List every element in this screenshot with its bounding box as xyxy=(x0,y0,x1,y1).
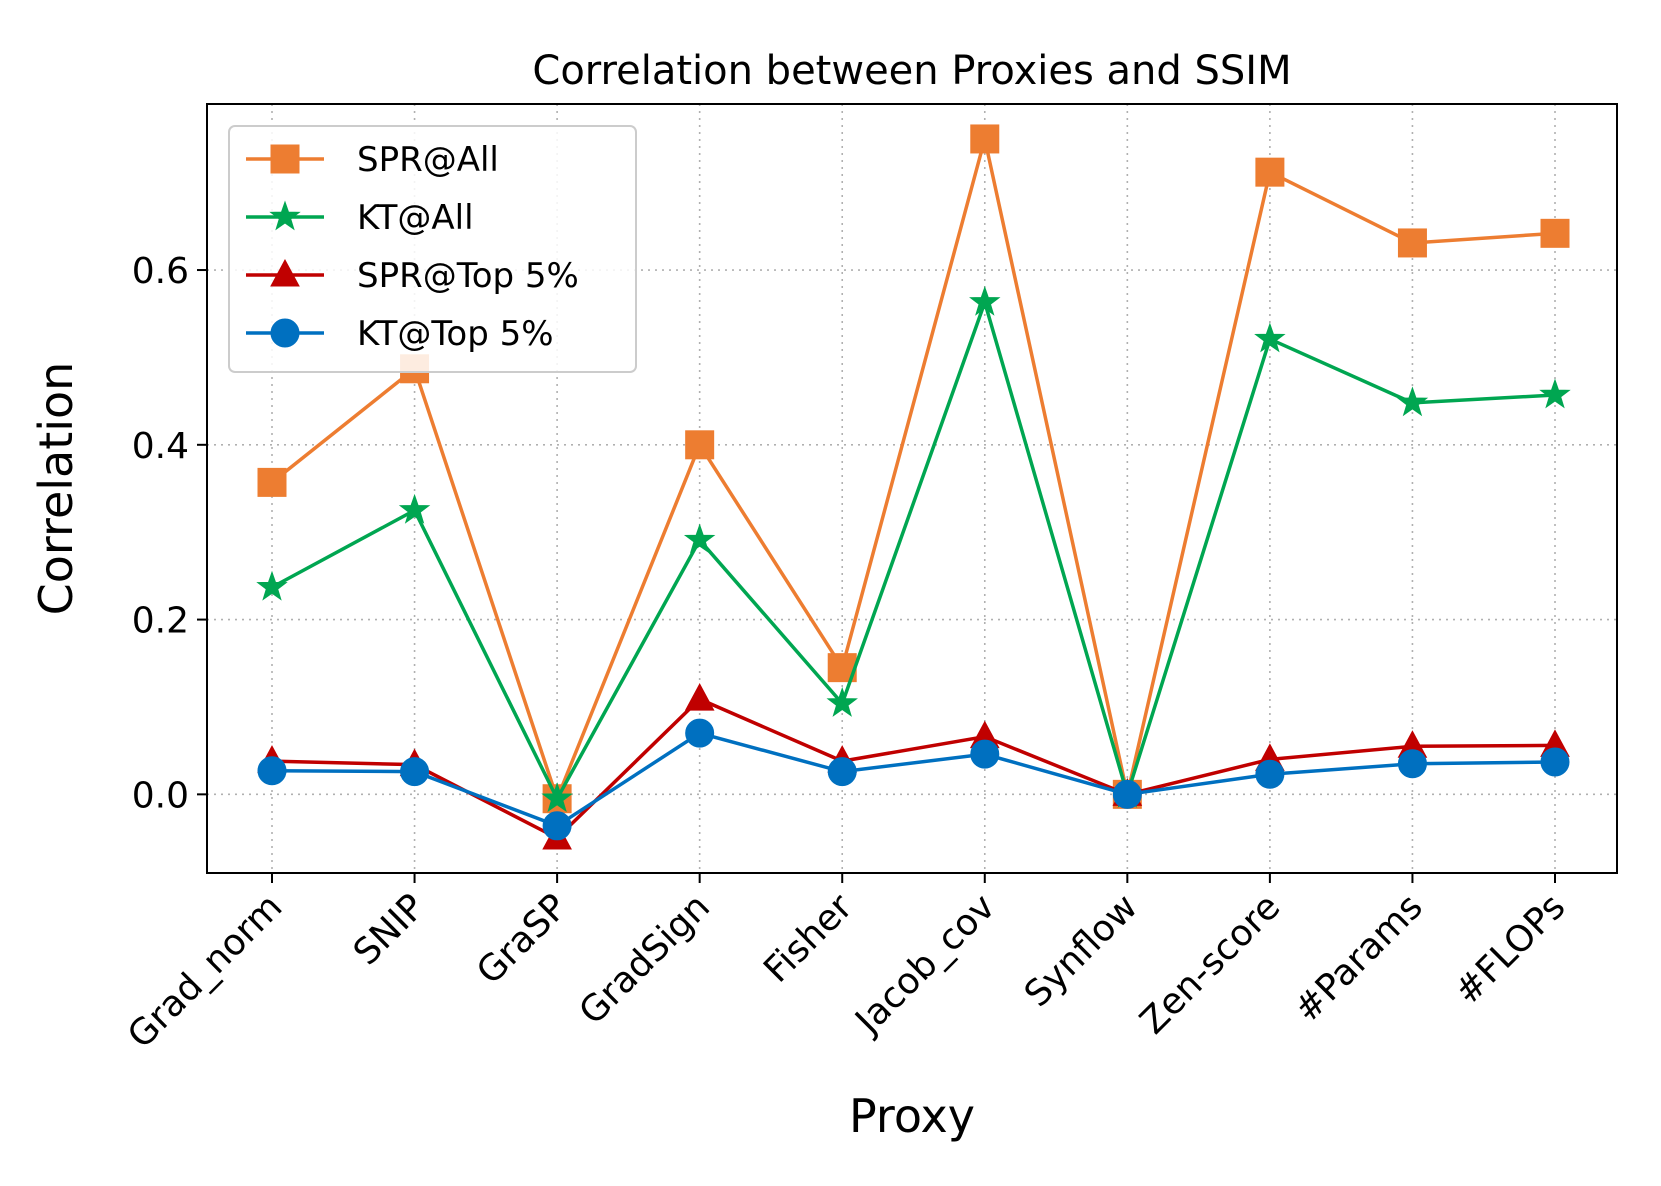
x-tick-label: #Params xyxy=(1287,886,1431,1030)
legend-marker xyxy=(269,200,301,231)
data-point xyxy=(684,683,715,711)
data-point xyxy=(1112,779,1142,809)
x-tick-label: Zen-score xyxy=(1132,886,1288,1042)
data-point xyxy=(1397,749,1427,779)
data-point xyxy=(970,739,1000,769)
data-point xyxy=(1540,747,1570,777)
legend-label: SPR@All xyxy=(357,140,499,180)
data-point xyxy=(1255,157,1285,187)
y-axis: 0.0 0.2 0.4 0.6 xyxy=(132,251,207,816)
series-4 xyxy=(257,718,1570,841)
data-point xyxy=(826,686,858,717)
data-point xyxy=(1255,759,1285,789)
legend-marker xyxy=(270,144,300,174)
data-point xyxy=(969,285,1001,316)
chart-title: Correlation between Proxies and SSIM xyxy=(532,48,1291,94)
data-point xyxy=(683,523,716,554)
legend-item: KT@All xyxy=(246,198,474,238)
data-point xyxy=(398,493,431,524)
y-tick-label: 0.0 xyxy=(132,775,189,816)
x-tick-label: SNIP xyxy=(346,886,433,973)
series-layer xyxy=(256,124,1571,850)
x-tick-label: Synflow xyxy=(1017,886,1146,1015)
data-point xyxy=(1539,378,1571,409)
y-tick-label: 0.4 xyxy=(132,426,189,467)
data-point xyxy=(542,811,572,841)
legend-marker xyxy=(270,318,300,348)
series-line xyxy=(271,731,1556,828)
data-point xyxy=(827,757,857,787)
legend-item: KT@Top 5% xyxy=(246,314,554,354)
data-point xyxy=(1540,218,1570,248)
x-tick-label: GradSign xyxy=(572,886,718,1032)
data-point xyxy=(257,467,287,497)
legend: SPR@All KT@All SPR@Top 5% KT@Top 5% xyxy=(228,125,637,373)
legend-label: SPR@Top 5% xyxy=(357,256,579,296)
x-tick-label: GraSP xyxy=(469,886,575,992)
legend-item: SPR@Top 5% xyxy=(246,256,579,296)
legend-box xyxy=(228,125,637,373)
data-point xyxy=(1397,228,1427,258)
legend-label: KT@All xyxy=(357,198,474,238)
series-2 xyxy=(256,285,1571,813)
data-point xyxy=(685,430,715,460)
series-line xyxy=(271,697,1556,841)
plot-frame xyxy=(206,103,1618,874)
series-line xyxy=(270,138,1556,804)
data-point xyxy=(257,756,287,786)
legend-marker xyxy=(270,258,300,287)
data-point xyxy=(1254,322,1286,353)
y-axis-title: Correlation xyxy=(29,362,83,616)
data-point xyxy=(1396,386,1429,417)
data-point xyxy=(970,124,1000,154)
x-axis-title: Proxy xyxy=(849,1089,975,1143)
legend-item: SPR@All xyxy=(246,140,499,180)
data-point xyxy=(400,757,430,787)
x-tick-label: Fisher xyxy=(756,886,861,991)
data-point xyxy=(256,570,288,601)
data-point xyxy=(685,718,715,748)
series-line xyxy=(271,296,1556,803)
x-tick-label: Jacob_cov xyxy=(847,886,1004,1043)
y-tick-label: 0.6 xyxy=(132,251,189,292)
x-tick-label: #FLOPs xyxy=(1447,886,1573,1012)
legend-label: KT@Top 5% xyxy=(357,314,554,354)
data-point xyxy=(541,782,573,813)
x-tick-label: Grad_norm xyxy=(120,886,290,1056)
y-tick-label: 0.2 xyxy=(132,601,189,642)
